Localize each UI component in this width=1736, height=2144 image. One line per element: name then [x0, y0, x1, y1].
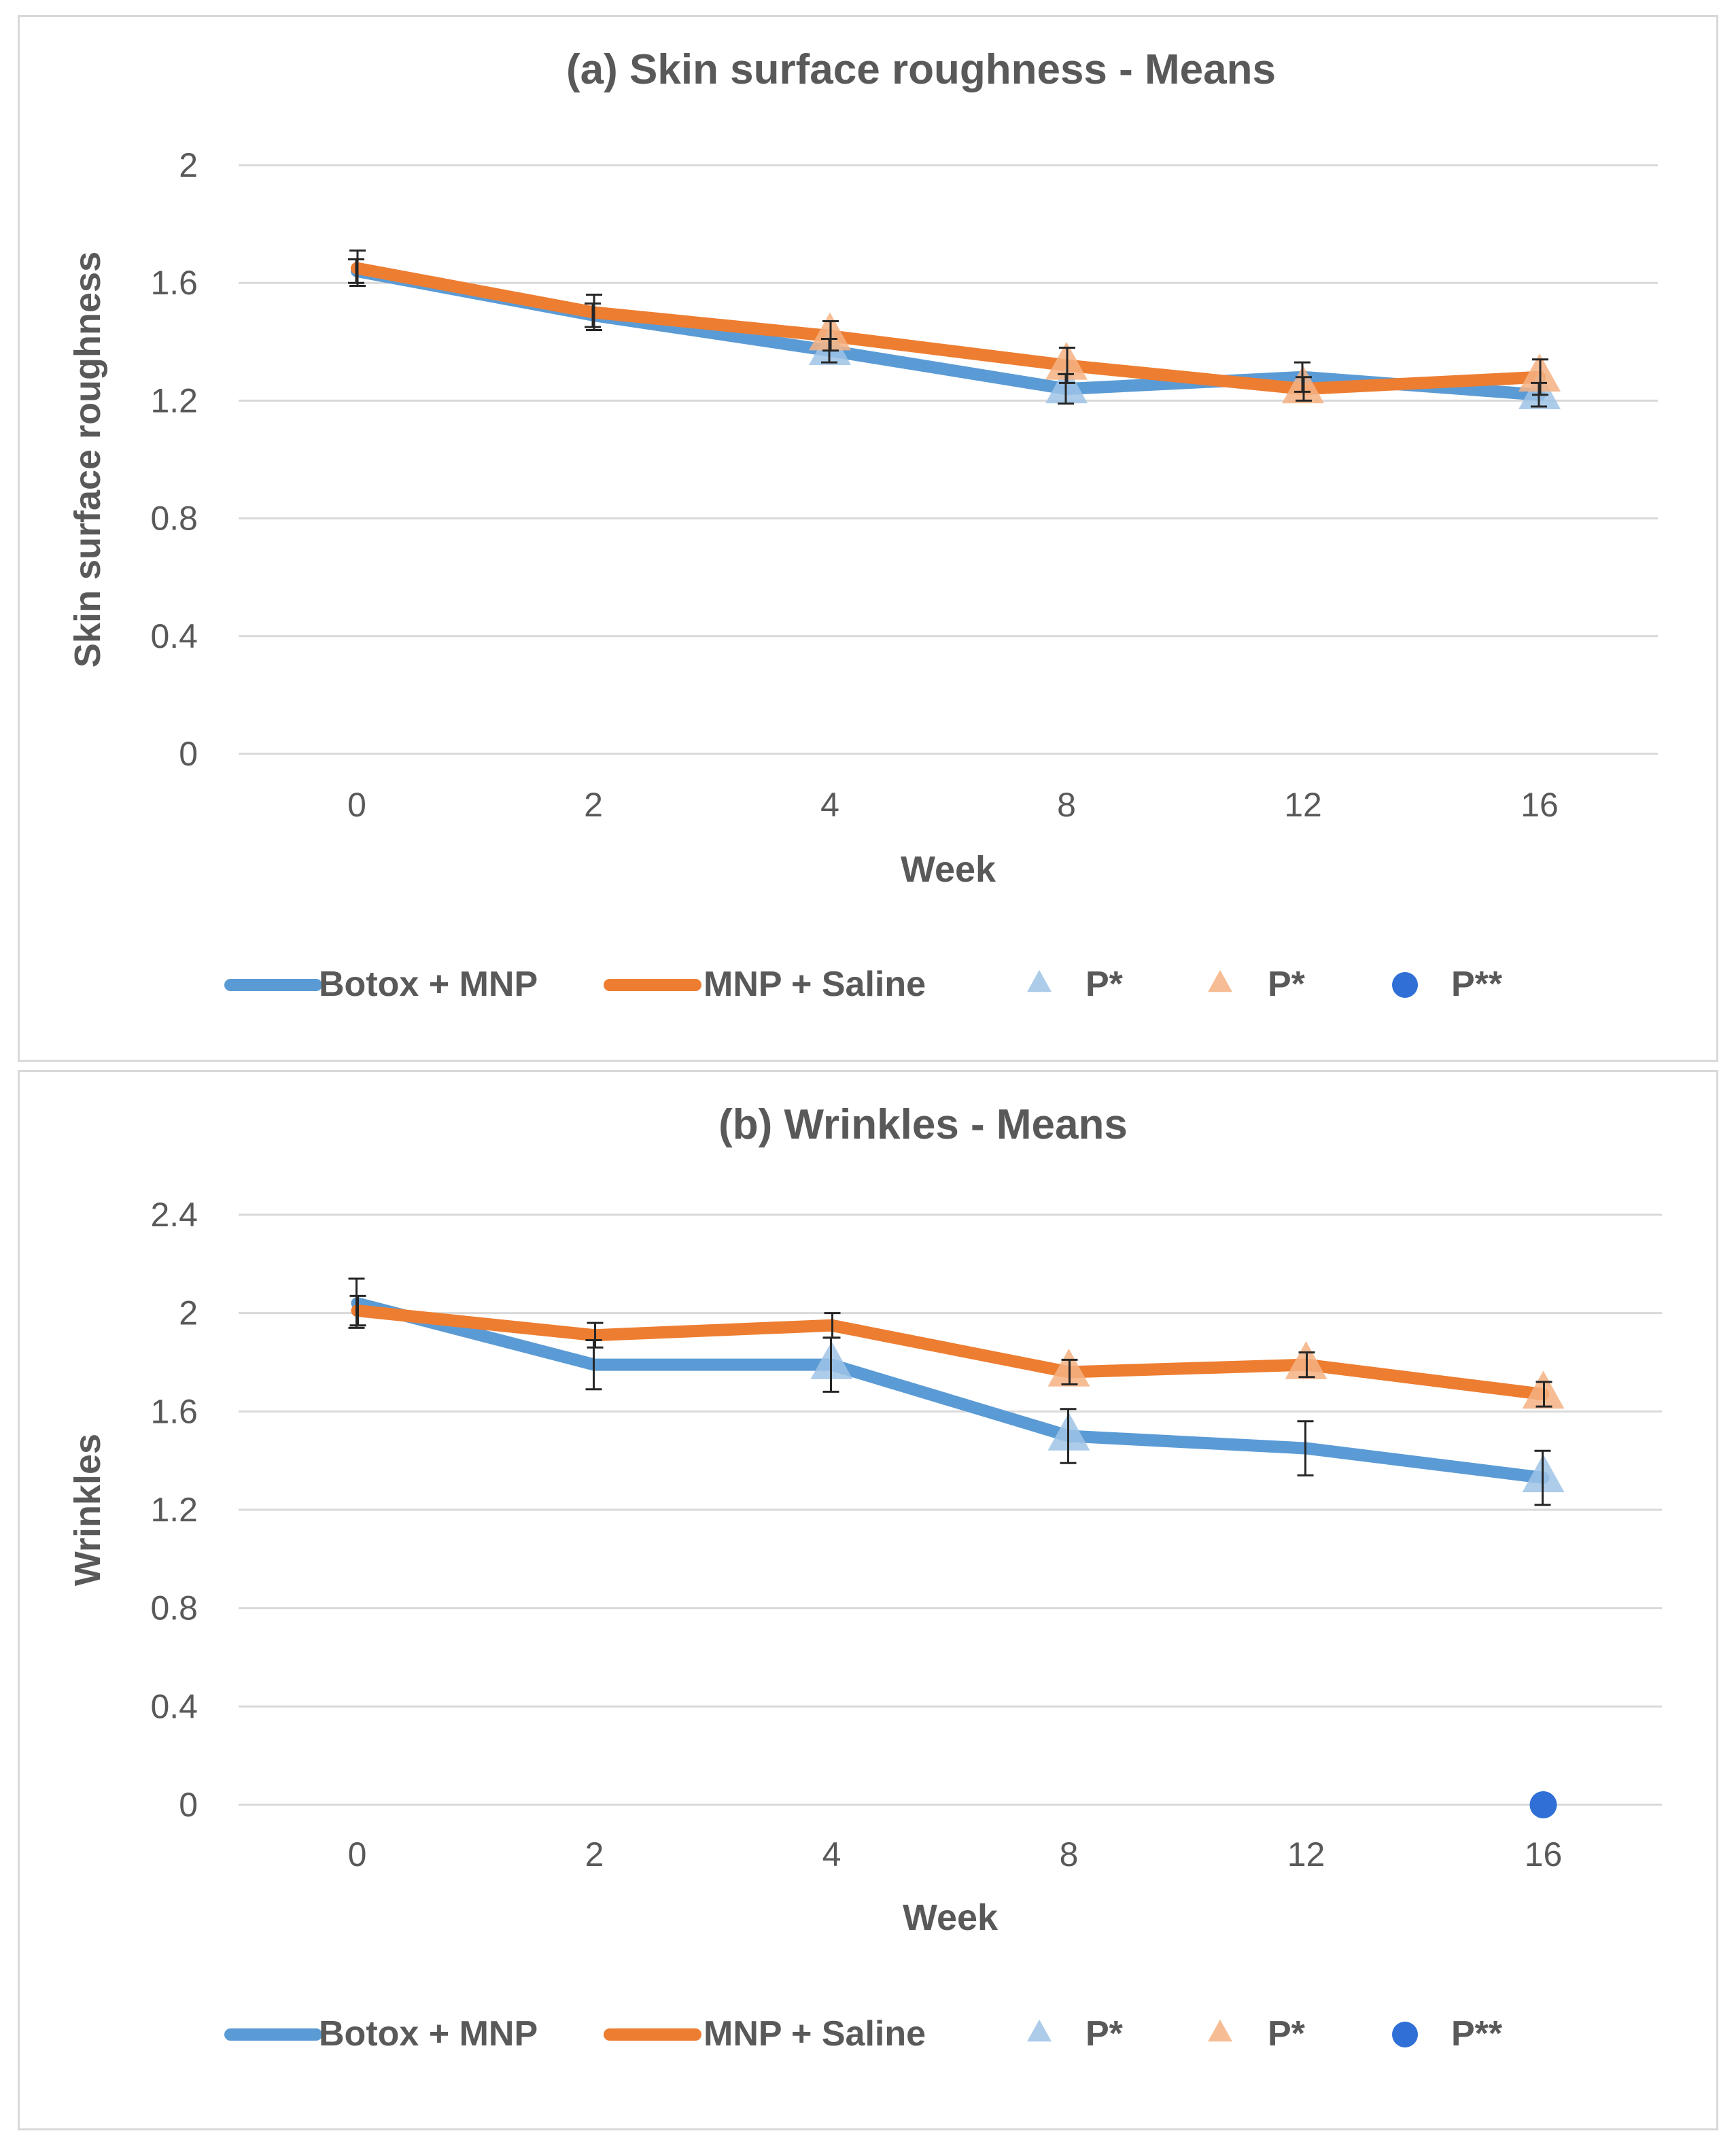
chart-panel-wrinkles: (b) Wrinkles - Means 0 0.4 0.8 1.2 1.6 2 2.4 0 2 4…: [18, 1070, 1718, 2130]
p-double-star-marker: [1529, 1791, 1557, 1818]
legend-triangle-swatch: [1027, 2019, 1052, 2042]
x-tick-label: 2: [584, 786, 603, 824]
y-axis-title: Skin surface roughness: [67, 252, 108, 668]
y-tick-label: 1.2: [150, 381, 198, 419]
x-tick-label: 16: [1525, 1835, 1563, 1873]
y-tick-label: 0.8: [150, 1589, 198, 1627]
x-axis-title: Week: [903, 1897, 999, 1938]
y-tick-label: 1.6: [150, 264, 198, 302]
legend-triangle-swatch: [1208, 969, 1232, 992]
x-tick-label: 0: [347, 786, 366, 824]
chart-title: (a) Skin surface roughness - Means: [566, 46, 1276, 93]
y-tick-label: 2.4: [150, 1196, 198, 1234]
legend-label: Botox + MNP: [319, 965, 538, 1004]
chart-panel-roughness: (a) Skin surface roughness - Means 0 0.4 0.…: [18, 15, 1718, 1062]
legend-label: Botox + MNP: [319, 2014, 538, 2054]
y-tick-label: 0.8: [150, 500, 198, 538]
y-axis-title: Wrinkles: [67, 1434, 108, 1586]
chart-title: (b) Wrinkles - Means: [718, 1101, 1128, 1148]
x-tick-label: 4: [820, 786, 839, 824]
y-tick-label: 0.4: [150, 1687, 198, 1725]
y-tick-label: 2: [179, 146, 198, 184]
legend-dot-swatch: [1392, 972, 1418, 998]
series-line-botox-mnp: [351, 264, 1546, 401]
x-tick-label: 0: [348, 1835, 367, 1873]
legend-label: MNP + Saline: [704, 2014, 926, 2054]
legend-label: P*: [1268, 965, 1306, 1004]
x-tick-label: 8: [1057, 786, 1076, 824]
series-line-botox-mnp: [351, 1297, 1550, 1484]
legend-label: P*: [1086, 2014, 1124, 2054]
legend-label: MNP + Saline: [704, 965, 926, 1004]
y-tick-label: 0: [179, 735, 198, 773]
x-tick-label: 12: [1284, 786, 1322, 824]
series-line-mnp-saline: [351, 1304, 1550, 1401]
legend-label: P*: [1086, 965, 1124, 1004]
wrinkles-chart-svg: (b) Wrinkles - Means 0 0.4 0.8 1.2 1.6 2 2.4 0 2 4…: [67, 1101, 1662, 2054]
series-line-mnp-saline: [351, 262, 1546, 396]
legend-label: P**: [1451, 965, 1503, 1004]
x-tick-label: 12: [1287, 1835, 1325, 1873]
x-tick-label: 4: [822, 1835, 841, 1873]
legend-dot-swatch: [1392, 2022, 1418, 2047]
legend-triangle-swatch: [1027, 969, 1052, 992]
legend-triangle-swatch: [1208, 2019, 1232, 2042]
legend-label: P**: [1451, 2014, 1503, 2054]
x-axis-title: Week: [901, 849, 996, 890]
legend-label: P*: [1268, 2014, 1306, 2054]
y-tick-label: 0.4: [150, 617, 198, 655]
y-tick-label: 1.6: [150, 1392, 198, 1430]
y-tick-label: 0: [179, 1786, 198, 1824]
y-tick-label: 1.2: [150, 1491, 198, 1529]
x-tick-label: 16: [1521, 786, 1559, 824]
roughness-chart-svg: (a) Skin surface roughness - Means 0 0.4 0.…: [67, 46, 1658, 1004]
x-tick-label: 8: [1060, 1835, 1079, 1873]
y-tick-label: 2: [179, 1294, 198, 1332]
x-tick-label: 2: [585, 1835, 604, 1873]
